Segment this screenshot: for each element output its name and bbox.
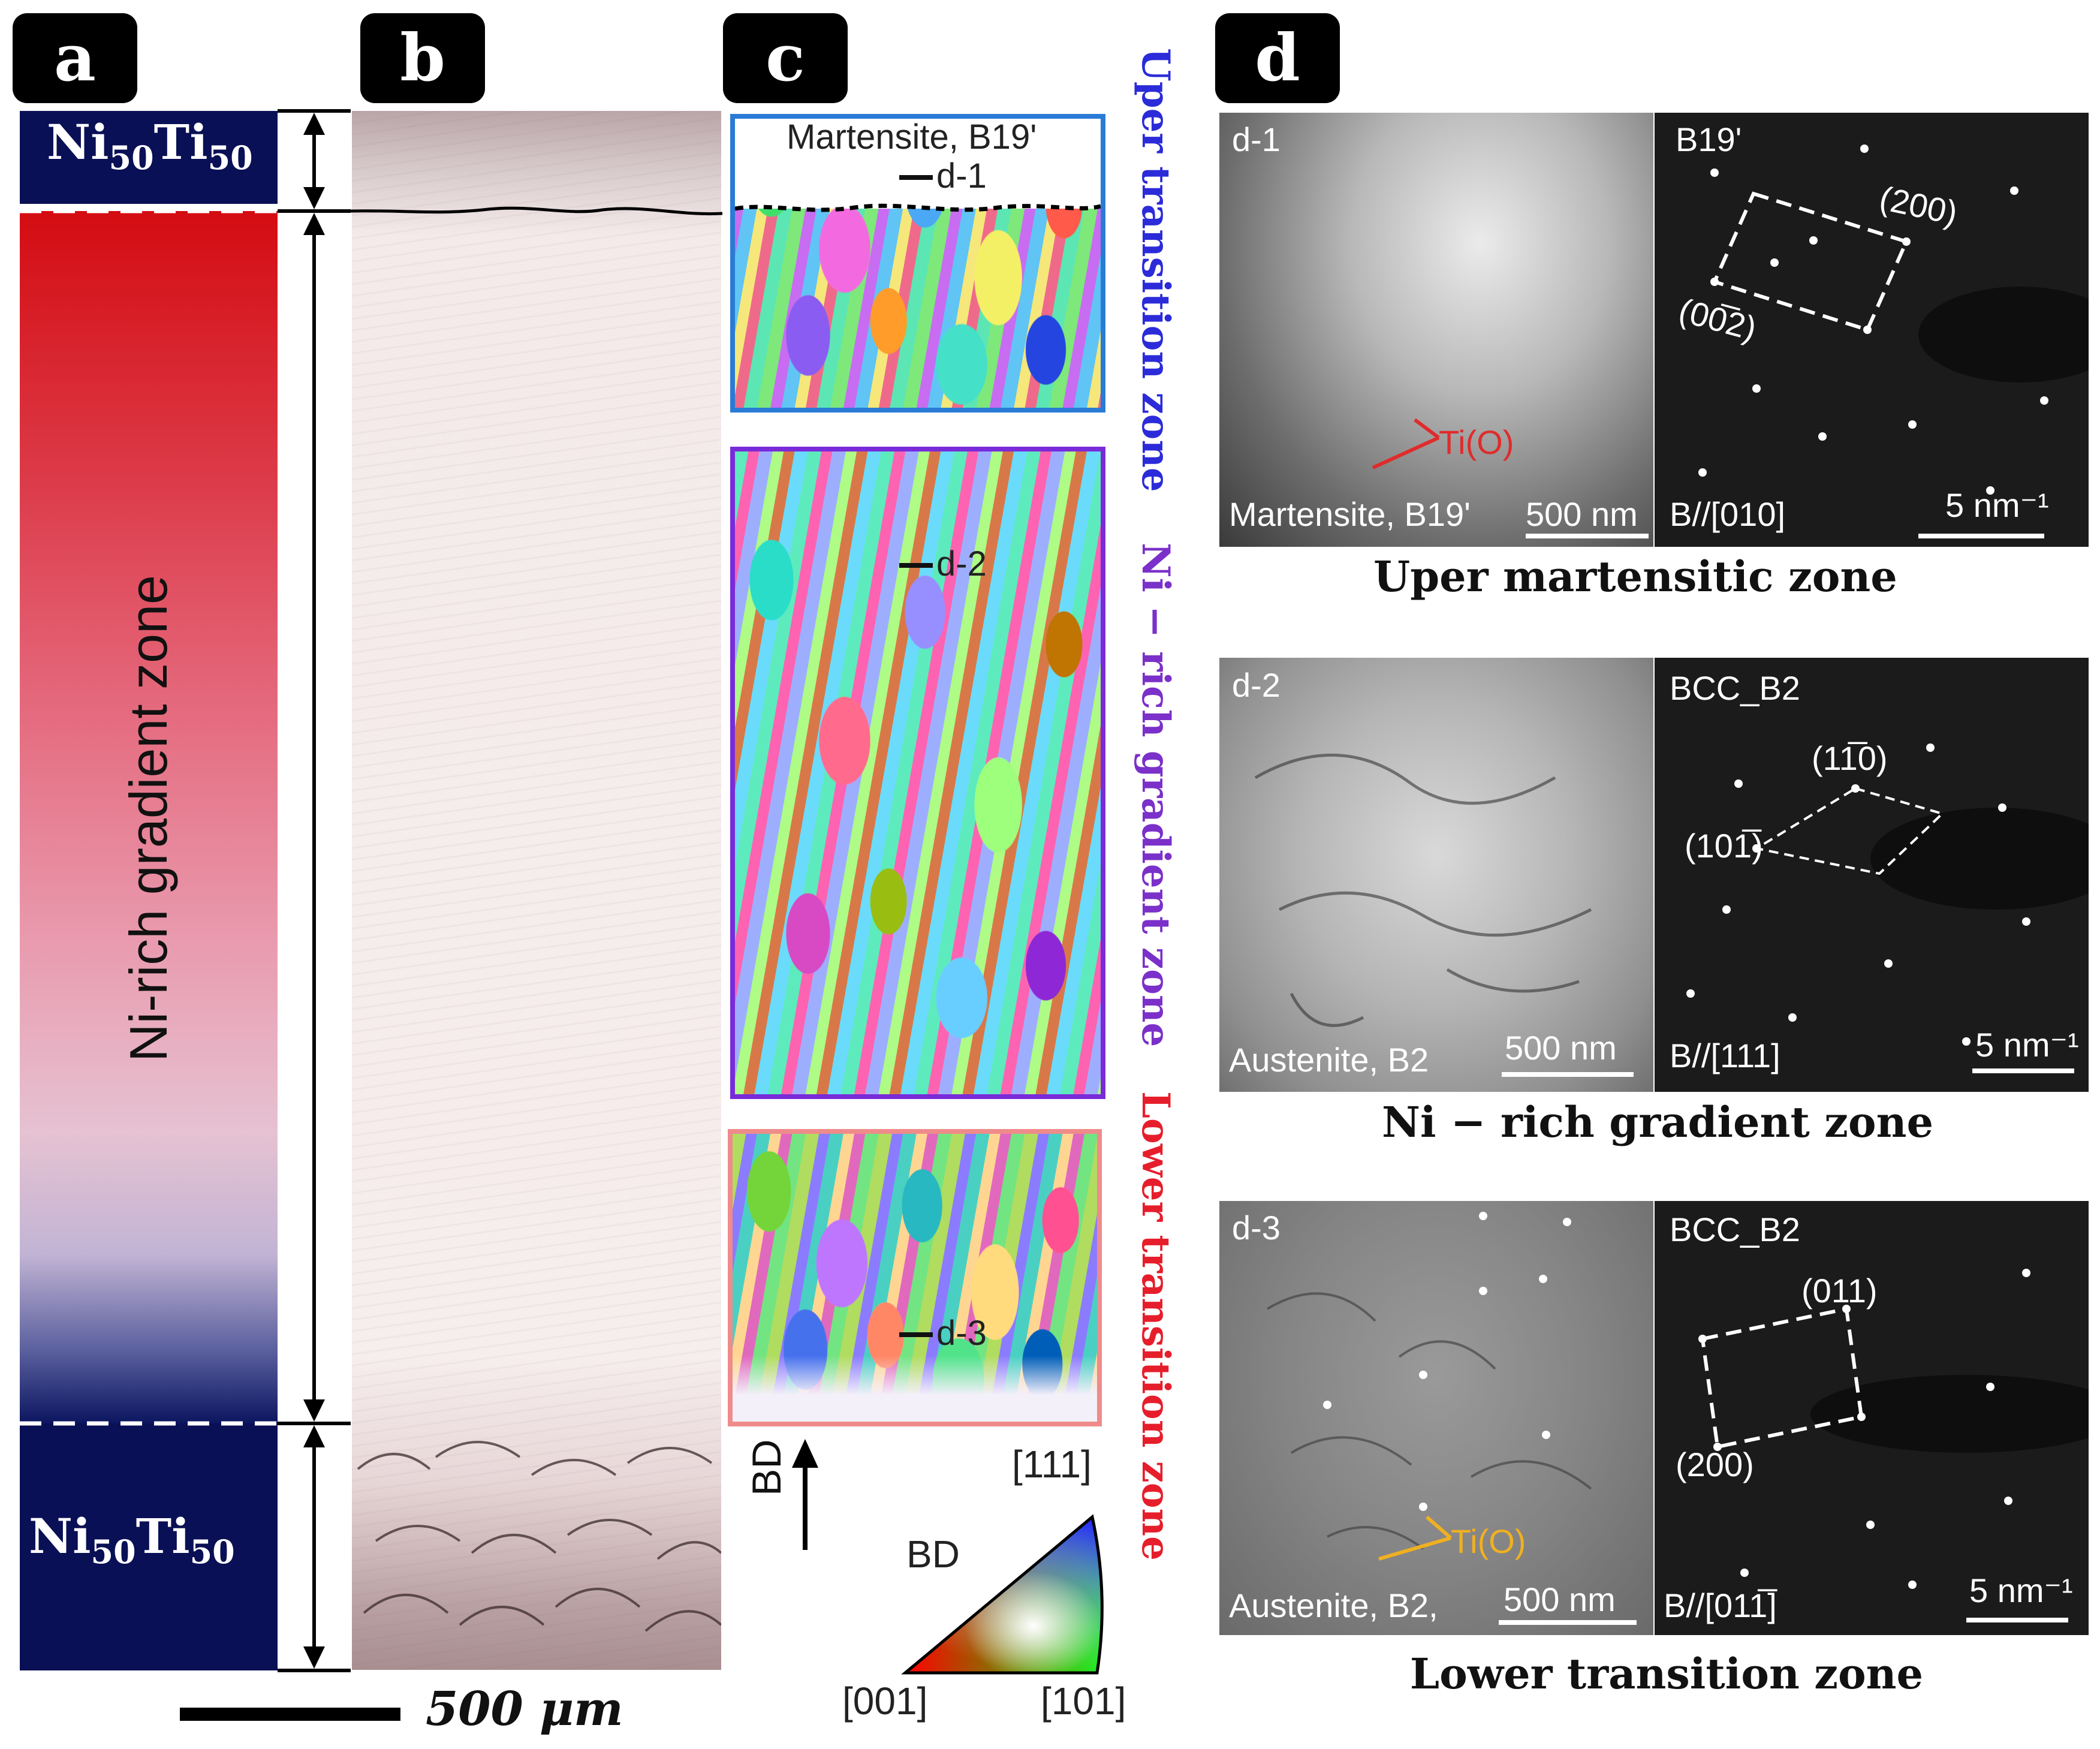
- panel-label-a: a: [13, 13, 137, 103]
- optical-micrograph: [352, 111, 721, 1670]
- d3-phase-text: Austenite, B2,: [1229, 1587, 1438, 1624]
- top-alloy-label: Ni50Ti50: [47, 114, 253, 177]
- sadp-d2: [1655, 658, 2089, 1092]
- d3-precipitate-arrows: [1378, 1515, 1452, 1561]
- caption-d1: Uper martensitic zone: [1373, 552, 1897, 601]
- d3-scale-bar: [1499, 1620, 1637, 1625]
- ipf-map-gradient: [730, 447, 1105, 1099]
- scale-bar: [180, 1708, 400, 1721]
- build-direction-arrow: [792, 1439, 818, 1550]
- melt-pool-boundary-line: [351, 206, 722, 216]
- d1-zone-axis: B//[010]: [1670, 495, 1786, 533]
- tem-image-d2: [1219, 658, 1653, 1092]
- d2-recip-scale-bar: [1972, 1068, 2074, 1073]
- zone-title-upper: Uper transition zone: [1133, 48, 1178, 492]
- caption-d3: Lower transition zone: [1409, 1649, 1924, 1699]
- d2-reflection-10-1: (101̅): [1685, 827, 1763, 865]
- d3-recip-scale: 5 nm⁻¹: [1969, 1572, 2073, 1609]
- d3-zone-axis: B//[011̅]: [1664, 1587, 1777, 1624]
- d2-scale-text: 500 nm: [1505, 1029, 1617, 1067]
- marker-d3-line: [899, 1332, 933, 1337]
- martensite-caption: Martensite, B19': [787, 118, 1037, 156]
- legend-title: BD: [906, 1533, 960, 1576]
- d1-recip-scale: 5 nm⁻¹: [1945, 486, 2049, 524]
- d3-recip-scale-bar: [1966, 1618, 2068, 1622]
- panel-label-b: b: [360, 13, 485, 103]
- melt-pool-arcs: [357, 1441, 721, 1632]
- d1-scale-bar: [1526, 534, 1649, 538]
- d3-reflection-200: (200): [1676, 1446, 1754, 1483]
- sadp-d1: [1655, 113, 2089, 547]
- marker-d2-line: [899, 563, 933, 568]
- d2-recip-scale: 5 nm⁻¹: [1975, 1026, 2079, 1064]
- tem-image-d1: [1219, 113, 1653, 547]
- d2-phase-text: Austenite, B2: [1229, 1041, 1429, 1079]
- d2-reflection-1-10: (11̅0): [1812, 739, 1888, 777]
- d3-reflection-011: (011): [1801, 1272, 1878, 1310]
- d1-phase-text: Martensite, B19': [1229, 495, 1471, 533]
- tem-image-d3: [1219, 1201, 1653, 1635]
- marker-d1-line: [899, 175, 933, 180]
- build-direction-label: BD: [744, 1439, 790, 1496]
- d3-sadp-phase: BCC_B2: [1670, 1211, 1800, 1248]
- bottom-alloy-block: [20, 1423, 278, 1670]
- gradient-zone-bar: [20, 211, 278, 1423]
- d2-sadp-phase: BCC_B2: [1670, 669, 1800, 707]
- d3-id: d-3: [1232, 1209, 1281, 1247]
- d1-precipitate-arrows: [1372, 418, 1440, 469]
- legend-001: [001]: [842, 1679, 928, 1723]
- d1-precipitate: Ti(O): [1439, 423, 1514, 461]
- zone-dimension-arrows: [20, 109, 351, 1672]
- ipf-map-upper: [730, 114, 1105, 413]
- scale-bar-label: 500 μm: [426, 1682, 623, 1736]
- legend-111: [111]: [1012, 1443, 1092, 1486]
- d3-scale-text: 500 nm: [1504, 1581, 1616, 1618]
- d1-id: d-1: [1232, 121, 1281, 158]
- d2-id: d-2: [1232, 666, 1281, 704]
- zone-title-gradient: Ni − rich gradient zone: [1133, 543, 1178, 1047]
- caption-d2: Ni − rich gradient zone: [1381, 1097, 1934, 1147]
- marker-d3: d-3: [936, 1314, 987, 1353]
- ipf-color-legend: [901, 1514, 1104, 1675]
- d2-zone-axis: B//[111]: [1670, 1037, 1780, 1074]
- d2-scale-bar: [1502, 1072, 1634, 1077]
- sadp-d3: [1655, 1201, 2089, 1635]
- d1-sadp-phase: B19': [1676, 121, 1742, 158]
- bottom-alloy-label: Ni50Ti50: [29, 1508, 235, 1571]
- legend-101: [101]: [1041, 1679, 1126, 1723]
- panel-label-d: d: [1215, 13, 1340, 103]
- marker-d1: d-1: [936, 156, 987, 195]
- d1-scale-text: 500 nm: [1526, 495, 1638, 533]
- marker-d2: d-2: [936, 544, 987, 583]
- panel-label-c: c: [723, 13, 848, 103]
- ipf-map-lower: [728, 1129, 1102, 1426]
- d3-precipitate: Ti(O): [1451, 1522, 1526, 1560]
- zone-title-lower: Lower transition zone: [1133, 1091, 1178, 1561]
- top-alloy-block: [20, 111, 278, 204]
- d1-recip-scale-bar: [1918, 534, 2044, 538]
